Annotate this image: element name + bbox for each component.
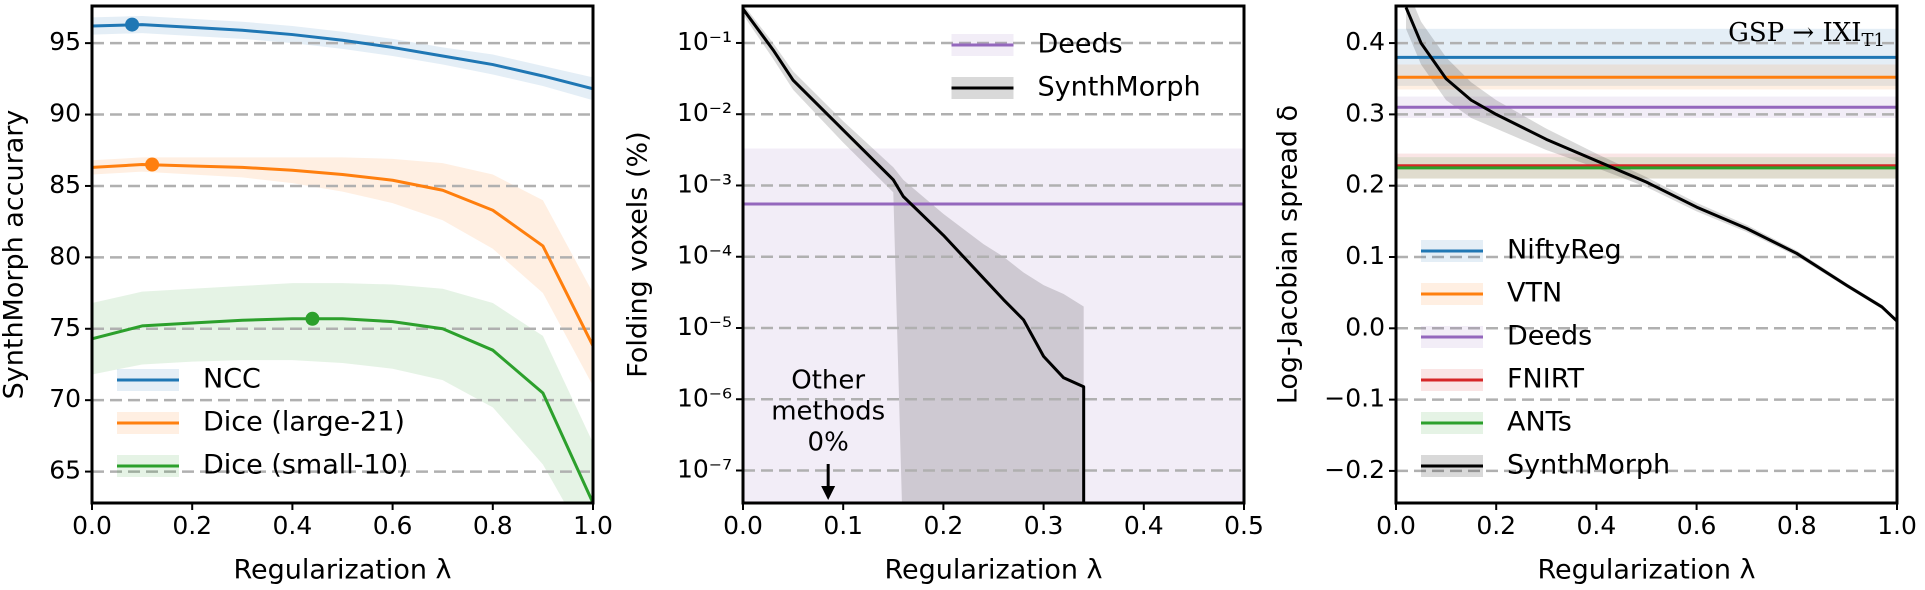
- plot-area: [743, 6, 1244, 503]
- x-tick-label: 0.2: [172, 511, 212, 540]
- panel: 0.0 0.2 0.4 0.6 0.8 1.0 −0.2 −0.1 0.0 0.1 0.2 0.3 0.…: [1273, 4, 1917, 586]
- y-tick-label: 10⁻⁶: [677, 383, 732, 412]
- legend-label: SynthMorph: [1038, 72, 1201, 103]
- x-tick-label: 0.6: [1677, 511, 1717, 540]
- x-tick-label: 0.0: [72, 511, 112, 540]
- y-tick-label: 65: [49, 456, 81, 485]
- y-tick-label: 10⁻⁷: [677, 455, 732, 484]
- optimum-marker: [305, 311, 320, 326]
- x-tick-label: 1.0: [573, 511, 613, 540]
- x-tick-label: 0.4: [1577, 511, 1617, 540]
- x-tick-label: 0.0: [723, 511, 763, 540]
- y-tick-label: 0.1: [1345, 241, 1385, 270]
- series-line: [743, 8, 1086, 503]
- x-tick-label: 1.0: [1877, 511, 1917, 540]
- legend-label: ANTs: [1507, 407, 1572, 438]
- y-tick-label: 0.0: [1345, 312, 1385, 341]
- y-tick-label: 75: [49, 313, 81, 342]
- y-tick-label: −0.2: [1324, 455, 1385, 484]
- annotation-text: GSP → IXI: [1728, 18, 1861, 48]
- band: [92, 15, 593, 101]
- x-tick-label: 0.8: [1777, 511, 1817, 540]
- x-tick-label: 0.8: [473, 511, 513, 540]
- band: [92, 157, 593, 386]
- series-line: [1404, 6, 1897, 323]
- panel: 0.0 0.1 0.2 0.3 0.4 0.5 10⁻⁷ 10⁻⁶ 10⁻⁵ 10⁻⁴ 10⁻³ 10…: [623, 4, 1264, 586]
- x-axis-label: Regularization λ: [1537, 555, 1755, 586]
- axes-frame: [1394, 4, 1899, 505]
- x-tick-label: 0.6: [373, 511, 413, 540]
- x-tick-label: 0.4: [273, 511, 313, 540]
- x-axis-label: Regularization λ: [233, 555, 451, 586]
- legend-label: FNIRT: [1507, 364, 1584, 395]
- y-tick-label: 10⁻¹: [677, 27, 732, 56]
- annotation: Other: [791, 366, 865, 396]
- legend: NCC Dice (large-21) Dice (small-10): [117, 364, 408, 481]
- band: [1406, 6, 1897, 324]
- band: [743, 6, 1084, 503]
- plot-area: [92, 15, 593, 503]
- x-tick-label: 0.5: [1224, 511, 1264, 540]
- y-axis-label: Folding voxels (%): [623, 131, 654, 377]
- x-tick-label: 0.0: [1376, 511, 1416, 540]
- legend: NiftyReg VTN Deeds FNIRT ANTs SynthMorph: [1421, 235, 1670, 481]
- annotation: 0%: [808, 428, 849, 458]
- x-tick-label: 0.1: [823, 511, 863, 540]
- y-tick-label: 10⁻⁴: [677, 241, 732, 270]
- y-tick-label: 70: [49, 384, 81, 413]
- plot-area: [1396, 6, 1897, 473]
- legend-label: Dice (small-10): [203, 450, 408, 481]
- y-tick-label: 0.3: [1345, 98, 1385, 127]
- y-tick-label: 0.4: [1345, 27, 1385, 56]
- legend-label: VTN: [1507, 278, 1562, 309]
- series-line: [92, 23, 593, 91]
- x-tick-label: 0.4: [1124, 511, 1164, 540]
- legend-label: NiftyReg: [1507, 235, 1622, 266]
- series-line: [92, 317, 593, 503]
- legend-label: NCC: [203, 364, 261, 395]
- y-axis-label: SynthMorph accurary: [0, 110, 30, 400]
- y-tick-label: 90: [49, 99, 81, 128]
- y-tick-label: 80: [49, 241, 81, 270]
- y-tick-label: 10⁻³: [677, 169, 732, 198]
- band: [743, 148, 1244, 503]
- y-tick-label: 0.2: [1345, 170, 1385, 199]
- x-tick-label: 0.2: [924, 511, 964, 540]
- optimum-marker: [125, 17, 140, 32]
- y-tick-label: 95: [49, 27, 81, 56]
- legend-label: Deeds: [1038, 29, 1123, 60]
- legend-label: SynthMorph: [1507, 450, 1670, 481]
- annotation-subscript: T1: [1862, 30, 1885, 51]
- x-tick-label: 0.2: [1476, 511, 1516, 540]
- x-axis-label: Regularization λ: [884, 555, 1102, 586]
- axes-frame: [741, 4, 1246, 505]
- annotation-arrowhead: [821, 486, 836, 500]
- axes-frame: [90, 4, 595, 505]
- y-tick-label: 10⁻⁵: [677, 312, 732, 341]
- y-tick-label: 85: [49, 170, 81, 199]
- legend-label: Deeds: [1507, 321, 1592, 352]
- optimum-marker: [145, 157, 160, 172]
- x-tick-label: 0.3: [1024, 511, 1064, 540]
- legend: Deeds SynthMorph: [951, 29, 1201, 103]
- panel: 0.0 0.2 0.4 0.6 0.8 1.0 65 70 75 80 85 90 95 Regulari…: [0, 4, 613, 586]
- y-tick-label: 10⁻²: [677, 98, 732, 127]
- y-tick-label: −0.1: [1324, 384, 1385, 413]
- annotation: GSP → IXIT1: [1728, 18, 1885, 51]
- series-line: [92, 163, 593, 347]
- y-axis-label: Log-Jacobian spread δ: [1273, 105, 1304, 404]
- legend-label: Dice (large-21): [203, 407, 405, 438]
- annotation: methods: [771, 397, 885, 427]
